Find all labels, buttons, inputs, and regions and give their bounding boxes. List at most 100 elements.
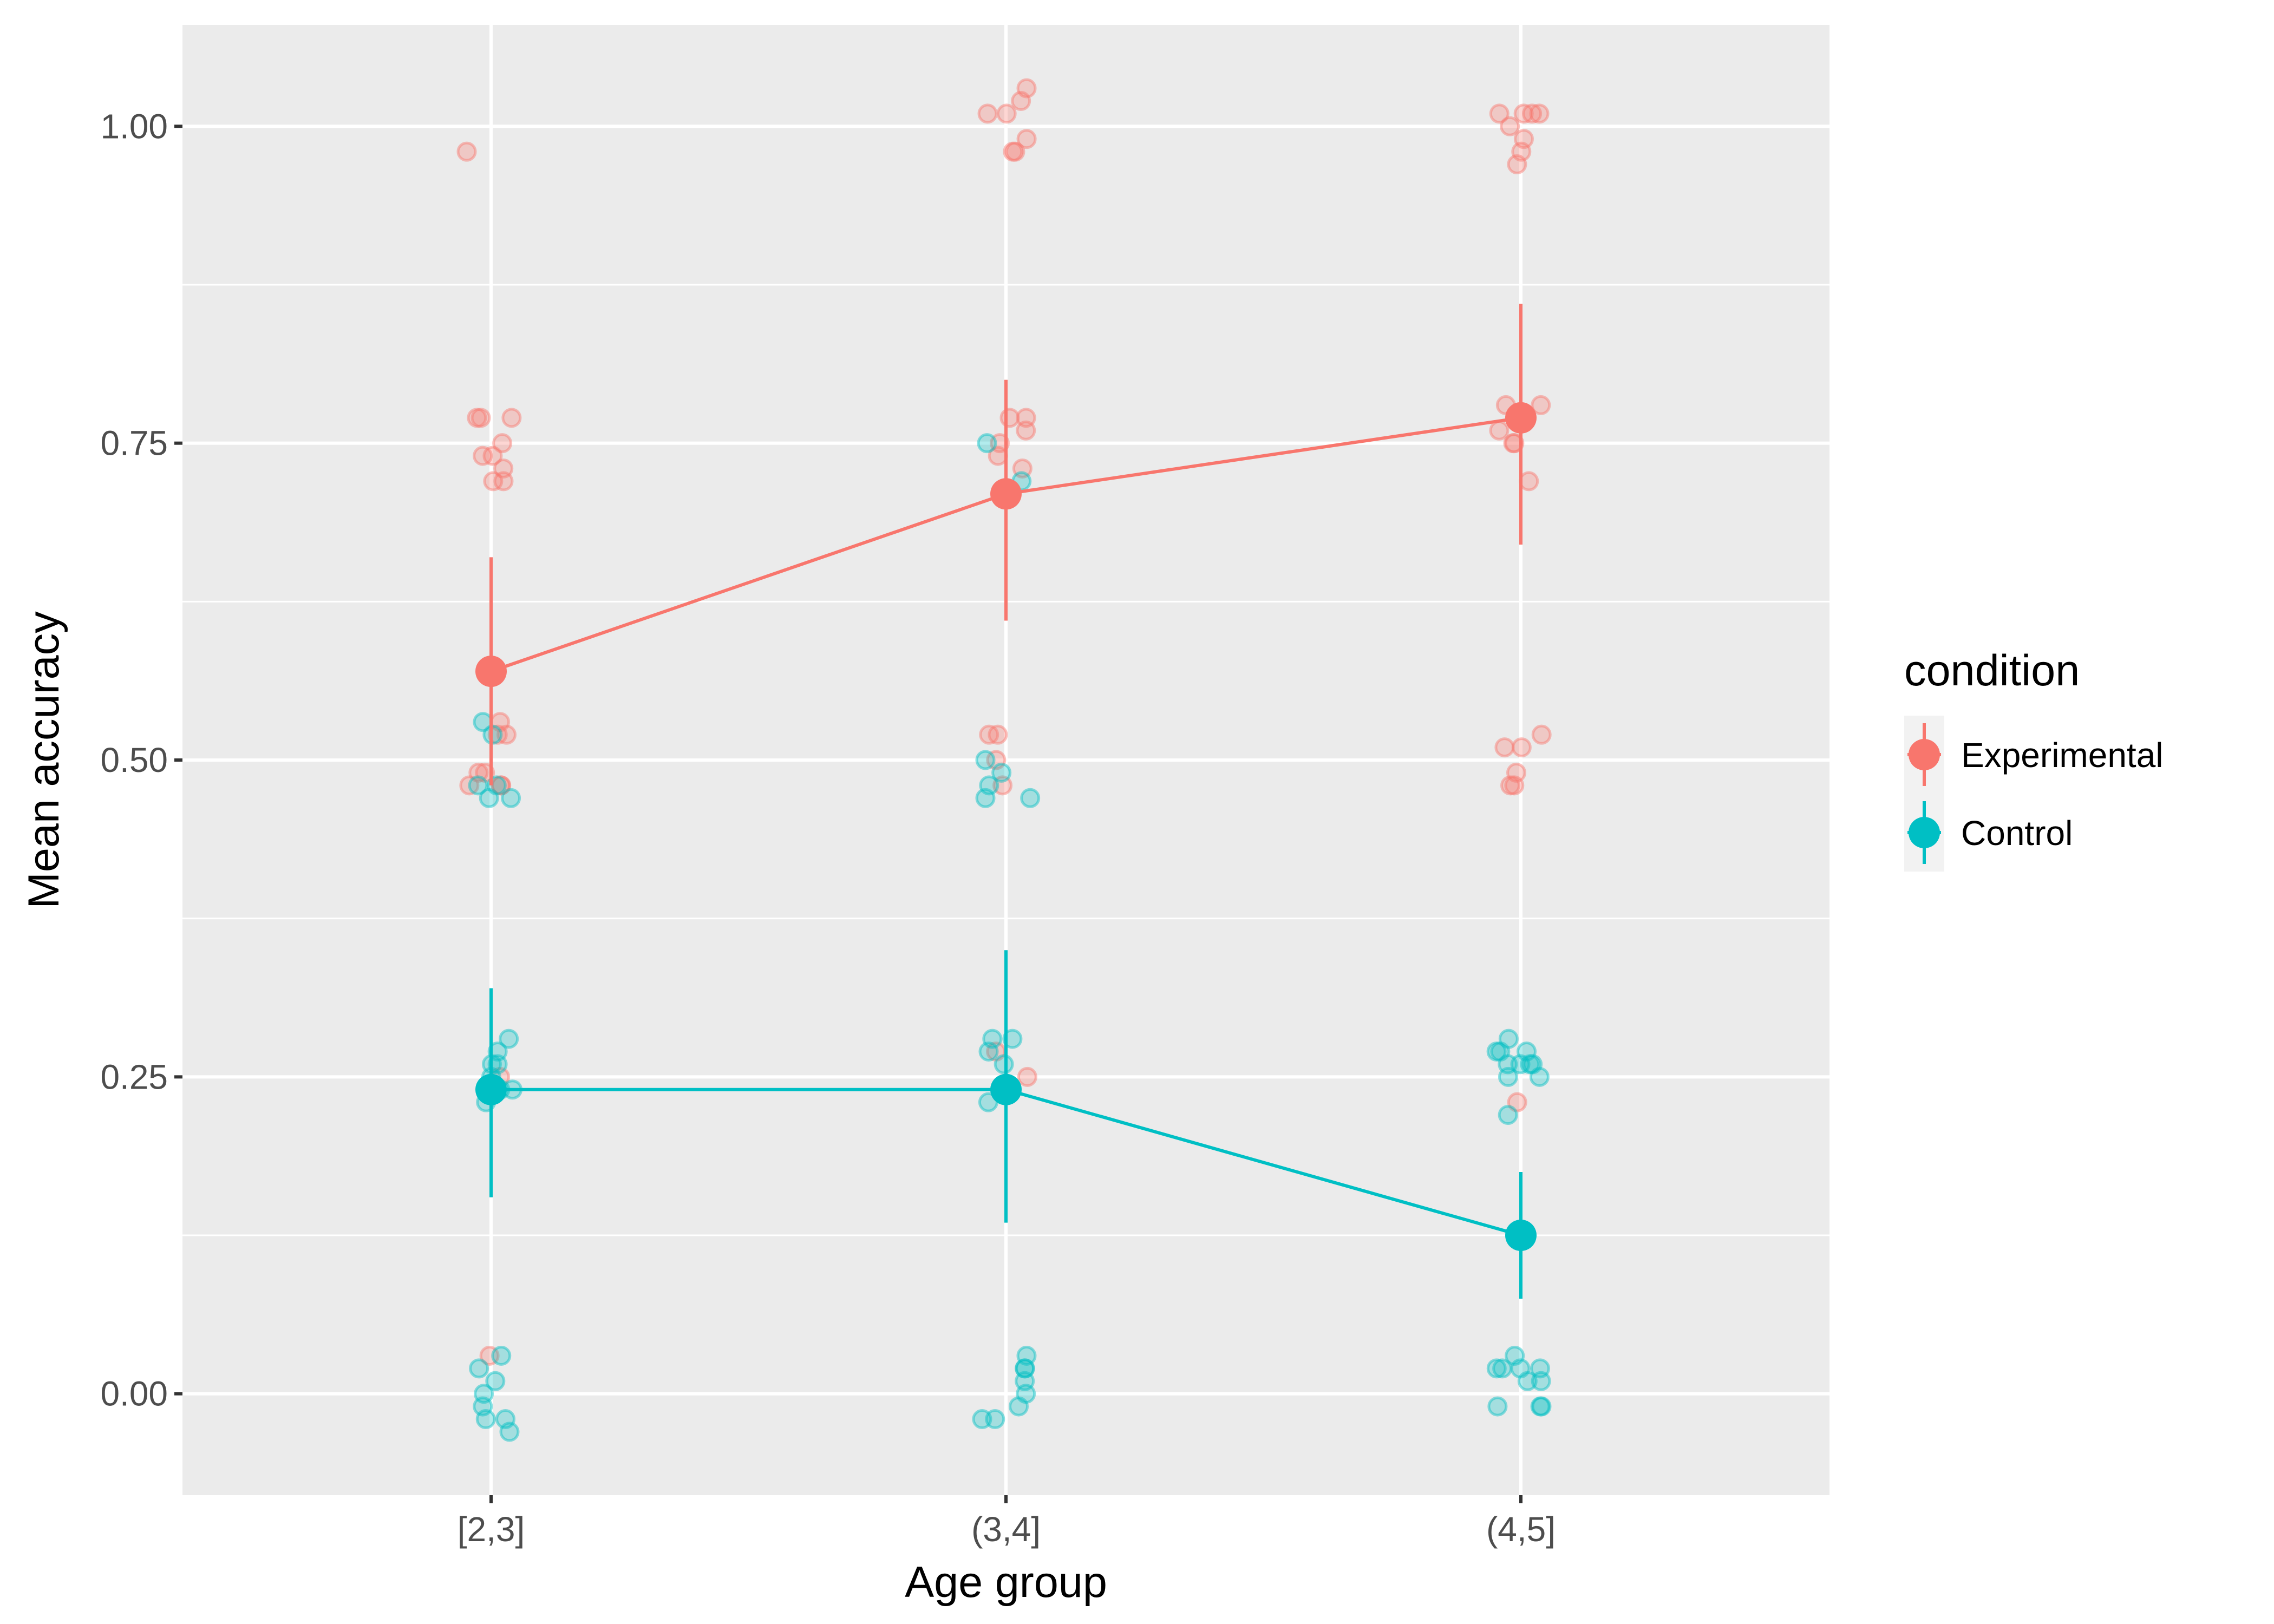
data-point xyxy=(487,1054,508,1075)
legend-label: Experimental xyxy=(1961,736,2164,775)
y-tick-label: 1.00 xyxy=(100,107,168,146)
data-point xyxy=(1507,154,1527,175)
data-point xyxy=(1494,737,1515,758)
mean-point xyxy=(1505,1220,1537,1252)
x-tick-label: [2,3] xyxy=(458,1510,525,1549)
data-point xyxy=(1519,471,1539,492)
data-point xyxy=(501,788,521,808)
data-point xyxy=(1012,458,1033,479)
data-point xyxy=(471,408,491,428)
data-point xyxy=(501,408,522,428)
data-point xyxy=(985,1409,1005,1430)
data-point xyxy=(1003,141,1023,162)
y-tick-label: 0.25 xyxy=(100,1057,168,1096)
data-point xyxy=(1517,1371,1538,1391)
mean-point xyxy=(990,1073,1022,1105)
data-point xyxy=(1529,1066,1550,1087)
data-point xyxy=(1017,1066,1037,1087)
legend-title: condition xyxy=(1904,646,2080,695)
data-point xyxy=(468,775,488,796)
data-point xyxy=(1531,395,1551,415)
y-tick-label: 0.75 xyxy=(100,424,168,463)
data-point xyxy=(473,446,493,466)
data-point xyxy=(1002,1029,1023,1049)
mean-points xyxy=(475,402,1537,1252)
data-point xyxy=(1015,1358,1035,1379)
data-point xyxy=(499,1029,519,1049)
data-point xyxy=(1531,724,1552,745)
data-point xyxy=(979,724,999,745)
data-point xyxy=(1510,1358,1531,1379)
jitter-points xyxy=(456,78,1552,1442)
data-point xyxy=(487,1042,508,1062)
mean-point xyxy=(475,656,507,687)
data-point xyxy=(1498,1105,1518,1125)
data-point xyxy=(1531,1396,1552,1417)
data-point xyxy=(492,433,513,454)
data-point xyxy=(1009,1396,1029,1417)
data-point xyxy=(456,141,477,162)
data-point xyxy=(996,103,1017,124)
data-point xyxy=(994,1054,1014,1075)
legend-key-point xyxy=(1909,739,1940,770)
data-point xyxy=(1486,1358,1507,1379)
data-point xyxy=(1020,788,1041,808)
data-point xyxy=(972,1409,992,1430)
data-point xyxy=(1005,141,1025,162)
data-point xyxy=(1016,1345,1037,1366)
mean-point xyxy=(1505,402,1537,434)
data-point xyxy=(479,788,499,808)
data-point xyxy=(1500,775,1521,796)
x-tick-label: (4,5] xyxy=(1486,1510,1556,1549)
data-point xyxy=(459,775,480,796)
data-point xyxy=(1016,408,1036,428)
data-point xyxy=(1489,103,1510,124)
data-point xyxy=(467,408,487,428)
data-point xyxy=(988,724,1008,745)
x-axis-title: Age group xyxy=(905,1558,1107,1607)
data-point xyxy=(483,471,504,492)
data-point xyxy=(474,1384,494,1404)
data-point xyxy=(978,1042,999,1062)
data-point xyxy=(495,1409,516,1430)
data-point xyxy=(1517,1042,1537,1062)
data-point xyxy=(977,103,998,124)
data-point xyxy=(468,762,489,783)
data-point xyxy=(1507,1092,1527,1112)
data-point xyxy=(493,471,514,492)
data-point xyxy=(479,1345,500,1366)
data-point xyxy=(1504,433,1525,454)
data-point xyxy=(1504,775,1525,796)
data-point xyxy=(1506,762,1527,783)
data-point xyxy=(975,788,996,808)
data-point xyxy=(1486,1042,1507,1062)
data-point xyxy=(1016,78,1037,99)
data-point xyxy=(499,1422,520,1442)
data-point xyxy=(1530,1396,1551,1417)
data-point xyxy=(1522,103,1543,124)
y-axis-title: Mean accuracy xyxy=(19,611,68,909)
data-point xyxy=(485,1371,506,1391)
data-point xyxy=(1520,1054,1540,1075)
data-point xyxy=(975,750,996,770)
data-point xyxy=(990,433,1010,454)
data-point xyxy=(999,408,1020,428)
mean-point xyxy=(990,478,1022,510)
data-point xyxy=(1522,1054,1543,1075)
legend: condition Experimental Control xyxy=(1904,646,2164,872)
y-tick-label: 0.00 xyxy=(100,1374,168,1413)
y-axis: 0.00 0.25 0.50 0.75 1.00 xyxy=(100,107,182,1413)
data-point xyxy=(1498,1029,1519,1049)
data-point xyxy=(1498,1066,1518,1087)
data-point xyxy=(1016,420,1036,441)
data-point xyxy=(1511,141,1532,162)
data-point xyxy=(982,1029,1003,1049)
data-point xyxy=(482,446,503,466)
data-point xyxy=(469,1358,489,1379)
data-point xyxy=(1015,1358,1035,1379)
legend-key-point xyxy=(1909,817,1940,848)
x-tick-label: (3,4] xyxy=(971,1510,1041,1549)
data-point xyxy=(1511,737,1532,758)
data-point xyxy=(977,433,997,454)
